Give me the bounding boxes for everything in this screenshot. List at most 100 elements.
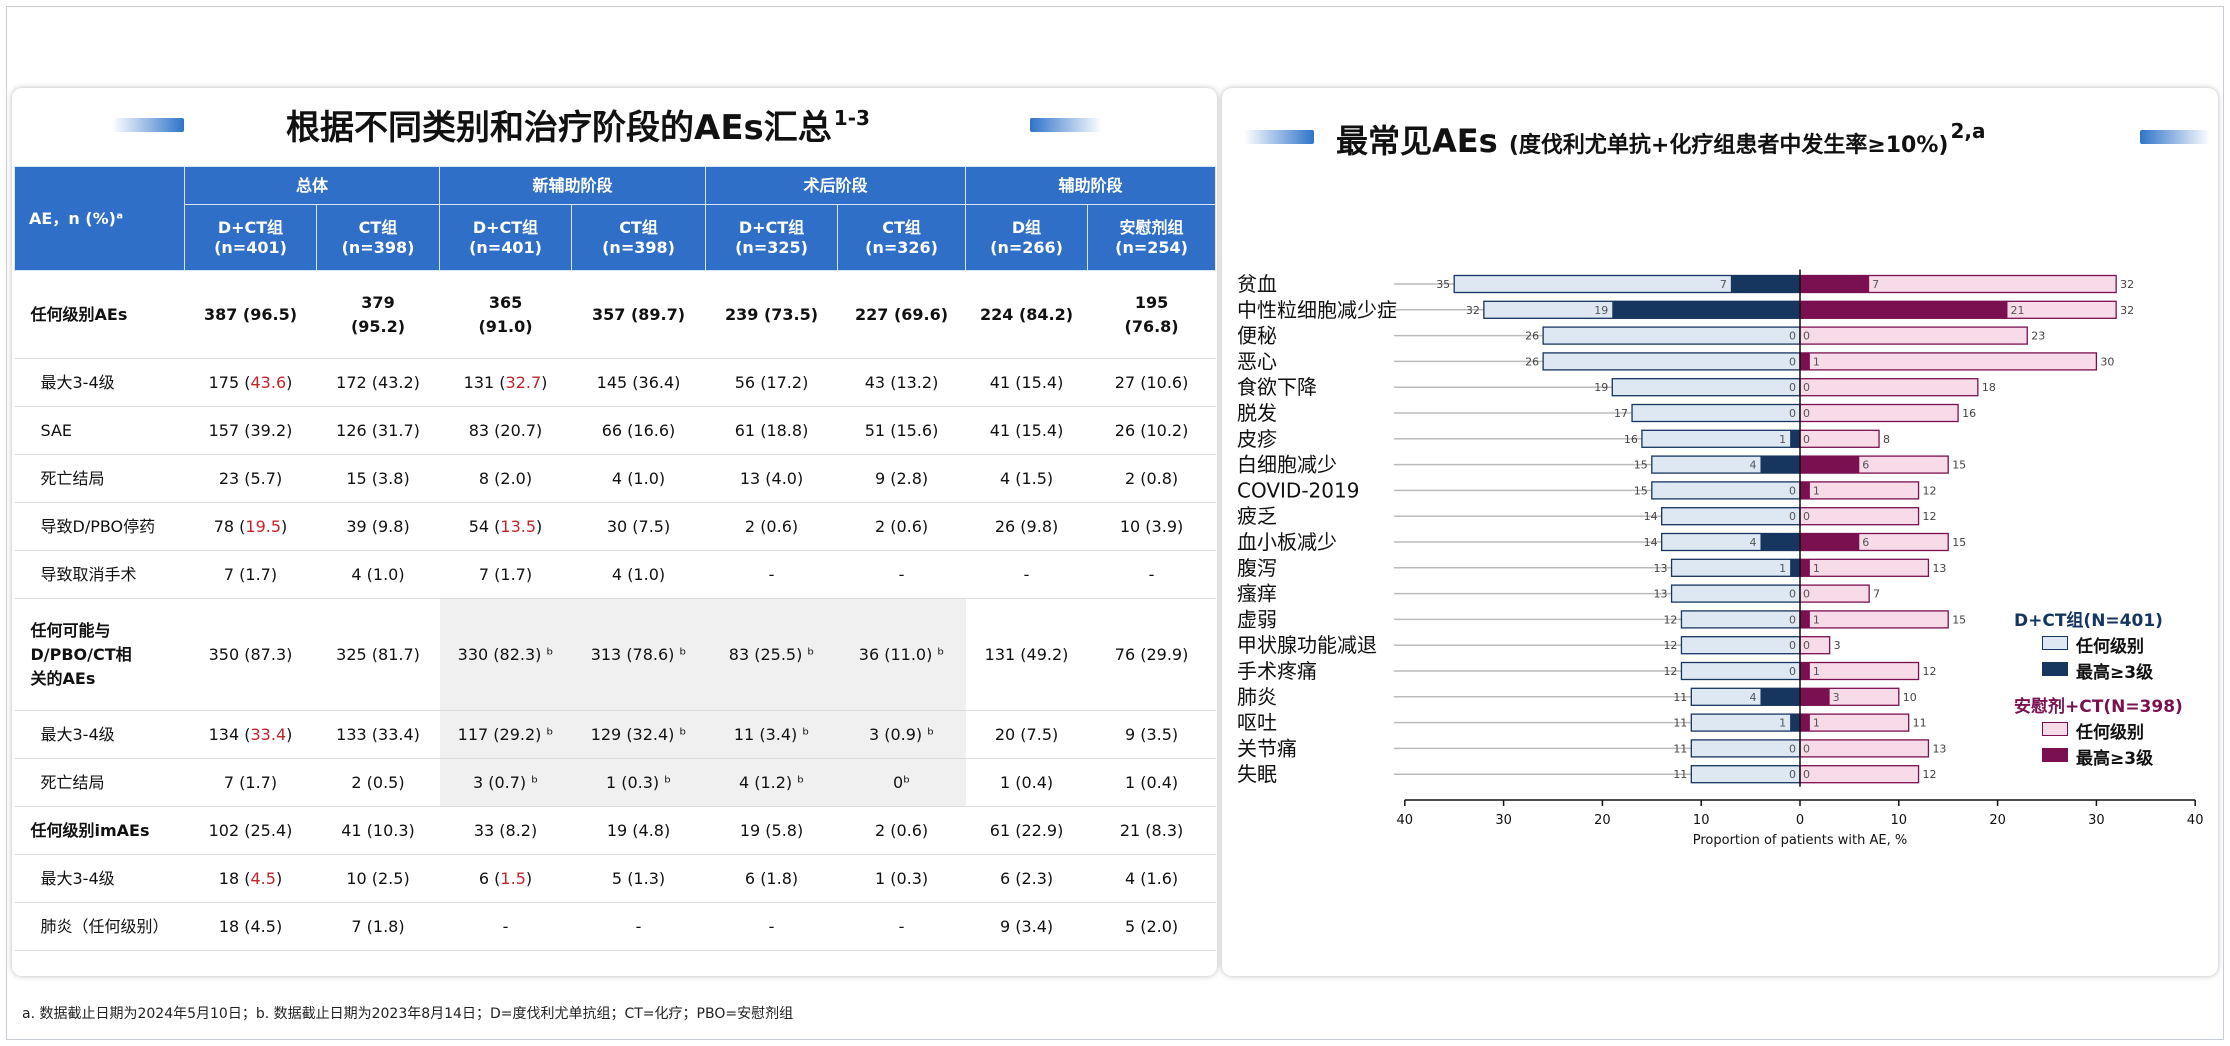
cell-count: 18 ( xyxy=(218,868,251,888)
category-label: 呕吐 xyxy=(1237,711,1277,735)
bar-dct-any xyxy=(1690,739,1801,758)
ae-summary-table: AE，n (%)ᵃ 总体 新辅助阶段 术后阶段 辅助阶段 D+CT组 (n=401… xyxy=(14,166,1217,951)
x-tick-label: 30 xyxy=(2088,813,2105,828)
bar-pbo-g3 xyxy=(1800,481,1810,499)
category-label: 关节痛 xyxy=(1237,736,1297,760)
cell-count: 175 ( xyxy=(208,372,251,392)
header-group-postoperative: 术后阶段 xyxy=(705,166,967,205)
label-pbo-g3: 0 xyxy=(1803,742,1810,755)
label-dct-g3: 4 xyxy=(1749,536,1756,549)
table-cell: 175 (43.6) xyxy=(184,358,317,407)
subcol-group-name: CT组 xyxy=(358,217,398,237)
bar-dct-g3 xyxy=(1760,456,1800,474)
x-tick-label: 40 xyxy=(1397,813,1414,828)
x-tick-label: 40 xyxy=(2187,813,2204,828)
subcol-group-name: CT组 xyxy=(619,217,658,237)
bar-pbo-any xyxy=(1799,507,1920,526)
table-cell: 33 (8.2) xyxy=(439,806,572,855)
bar-pbo-g3 xyxy=(1800,275,1870,293)
cell-close: ) xyxy=(286,372,293,392)
table-cell: 350 (87.3) xyxy=(184,598,317,711)
category-label: 恶心 xyxy=(1237,349,1277,373)
label-pbo-any: 12 xyxy=(1923,510,1937,523)
table-cell: 9 (3.4) xyxy=(965,902,1088,951)
label-pbo-g3: 0 xyxy=(1803,768,1810,781)
bar-pbo-g3 xyxy=(1800,559,1810,577)
table-cell: 7 (1.7) xyxy=(184,550,317,599)
table-cell: - xyxy=(571,902,706,951)
table-cell: 4 (1.0) xyxy=(571,454,706,503)
table-row: 最大3-4级 18 (4.5) 10 (2.5) 6 (1.5) 5 (1.3) 6 (1… xyxy=(14,854,1216,903)
table-cell: 41 (15.4) xyxy=(965,406,1088,455)
label-pbo-any: 32 xyxy=(2120,304,2134,317)
legend-dct-title: D+CT组(N=401) xyxy=(2014,611,2163,631)
bar-pbo-any xyxy=(1799,610,1949,629)
x-tick-label: 30 xyxy=(1495,813,1512,828)
table-cell: 172 (43.2) xyxy=(316,358,440,407)
label-dct-g3: 19 xyxy=(1594,304,1608,317)
bar-pbo-g3 xyxy=(1800,688,1830,706)
subcol-n: (n=325) xyxy=(735,237,808,257)
table-cell: 23 (5.7) xyxy=(184,454,317,503)
subcol-group-name: CT组 xyxy=(882,217,921,237)
table-cell: 43 (13.2) xyxy=(837,358,966,407)
bar-pbo-g3 xyxy=(1800,533,1860,551)
table-row: 导致取消手术 7 (1.7) 4 (1.0) 7 (1.7) 4 (1.0) - - - - xyxy=(14,550,1216,599)
table-cell: 5 (1.3) xyxy=(571,854,706,903)
label-dct-any: 13 xyxy=(1654,562,1668,575)
title-decoration-left xyxy=(112,118,184,132)
label-pbo-any: 10 xyxy=(1903,691,1917,704)
label-dct-any: 14 xyxy=(1644,510,1658,523)
footnote: a. 数据截止日期为2024年5月10日；b. 数据截止日期为2023年8月14… xyxy=(22,1006,794,1022)
table-cell: 239 (73.5) xyxy=(705,270,838,359)
table-cell: 26 (9.8) xyxy=(965,502,1088,551)
bar-dct-any xyxy=(1680,661,1801,681)
table-cell: 131 (32.7) xyxy=(439,358,572,407)
row-label: 最大3-4级 xyxy=(14,358,185,407)
bar-dct-g3 xyxy=(1760,688,1800,706)
label-dct-any: 11 xyxy=(1673,717,1687,730)
bar-pbo-any xyxy=(1799,378,1979,397)
table-cell: 26 (10.2) xyxy=(1087,406,1216,455)
table-cell: 54 (13.5) xyxy=(439,502,572,551)
category-label: 中性粒细胞减少症 xyxy=(1237,298,1397,322)
table-cell: 2 (0.5) xyxy=(316,758,440,807)
row-label: 任何级别imAEs xyxy=(14,806,185,855)
table-cell: 1 (0.4) xyxy=(965,758,1088,807)
bar-pbo-g3 xyxy=(1800,714,1810,732)
legend-pbo-any-label: 任何级别 xyxy=(2076,723,2144,743)
table-cell: - xyxy=(837,902,966,951)
table-cell: 134 (33.4) xyxy=(184,710,317,759)
bar-dct-any xyxy=(1631,403,1801,423)
table-cell: 330 (82.3) ᵇ xyxy=(439,598,572,711)
table-cell: 2 (0.8) xyxy=(1087,454,1216,503)
table-cell: 5 (2.0) xyxy=(1087,902,1216,951)
header-group-overall: 总体 xyxy=(183,166,441,205)
cell-highlight-pct: 43.6 xyxy=(250,372,287,392)
label-pbo-any: 13 xyxy=(1932,742,1946,755)
bar-pbo-any xyxy=(1799,429,1880,448)
label-dct-any: 14 xyxy=(1644,536,1658,549)
label-dct-any: 11 xyxy=(1673,768,1687,781)
title-decoration-right xyxy=(1030,118,1102,132)
table-cell: - xyxy=(837,550,966,599)
legend-pbo-any-swatch xyxy=(2042,722,2068,736)
category-label: 白细胞减少 xyxy=(1237,453,1337,477)
table-cell: 19 (4.8) xyxy=(571,806,706,855)
common-ae-title: 最常见AEs (度伐利尤单抗+化疗组患者中发生率≥10%)2,a xyxy=(1336,119,1986,160)
table-cell: 7 (1.7) xyxy=(439,550,572,599)
bar-dct-any xyxy=(1690,765,1801,784)
label-dct-g3: 1 xyxy=(1779,717,1786,730)
cell-close: ) xyxy=(281,516,288,536)
label-dct-any: 35 xyxy=(1436,278,1450,291)
label-dct-g3: 0 xyxy=(1789,510,1796,523)
label-dct-g3: 0 xyxy=(1789,639,1796,652)
label-pbo-g3: 7 xyxy=(1872,278,1879,291)
category-label: 食欲下降 xyxy=(1237,375,1317,399)
category-label: 脱发 xyxy=(1237,401,1277,425)
bar-pbo-any xyxy=(1799,739,1930,758)
row-label: SAE xyxy=(14,406,185,455)
table-cell: 76 (29.9) xyxy=(1087,598,1216,711)
